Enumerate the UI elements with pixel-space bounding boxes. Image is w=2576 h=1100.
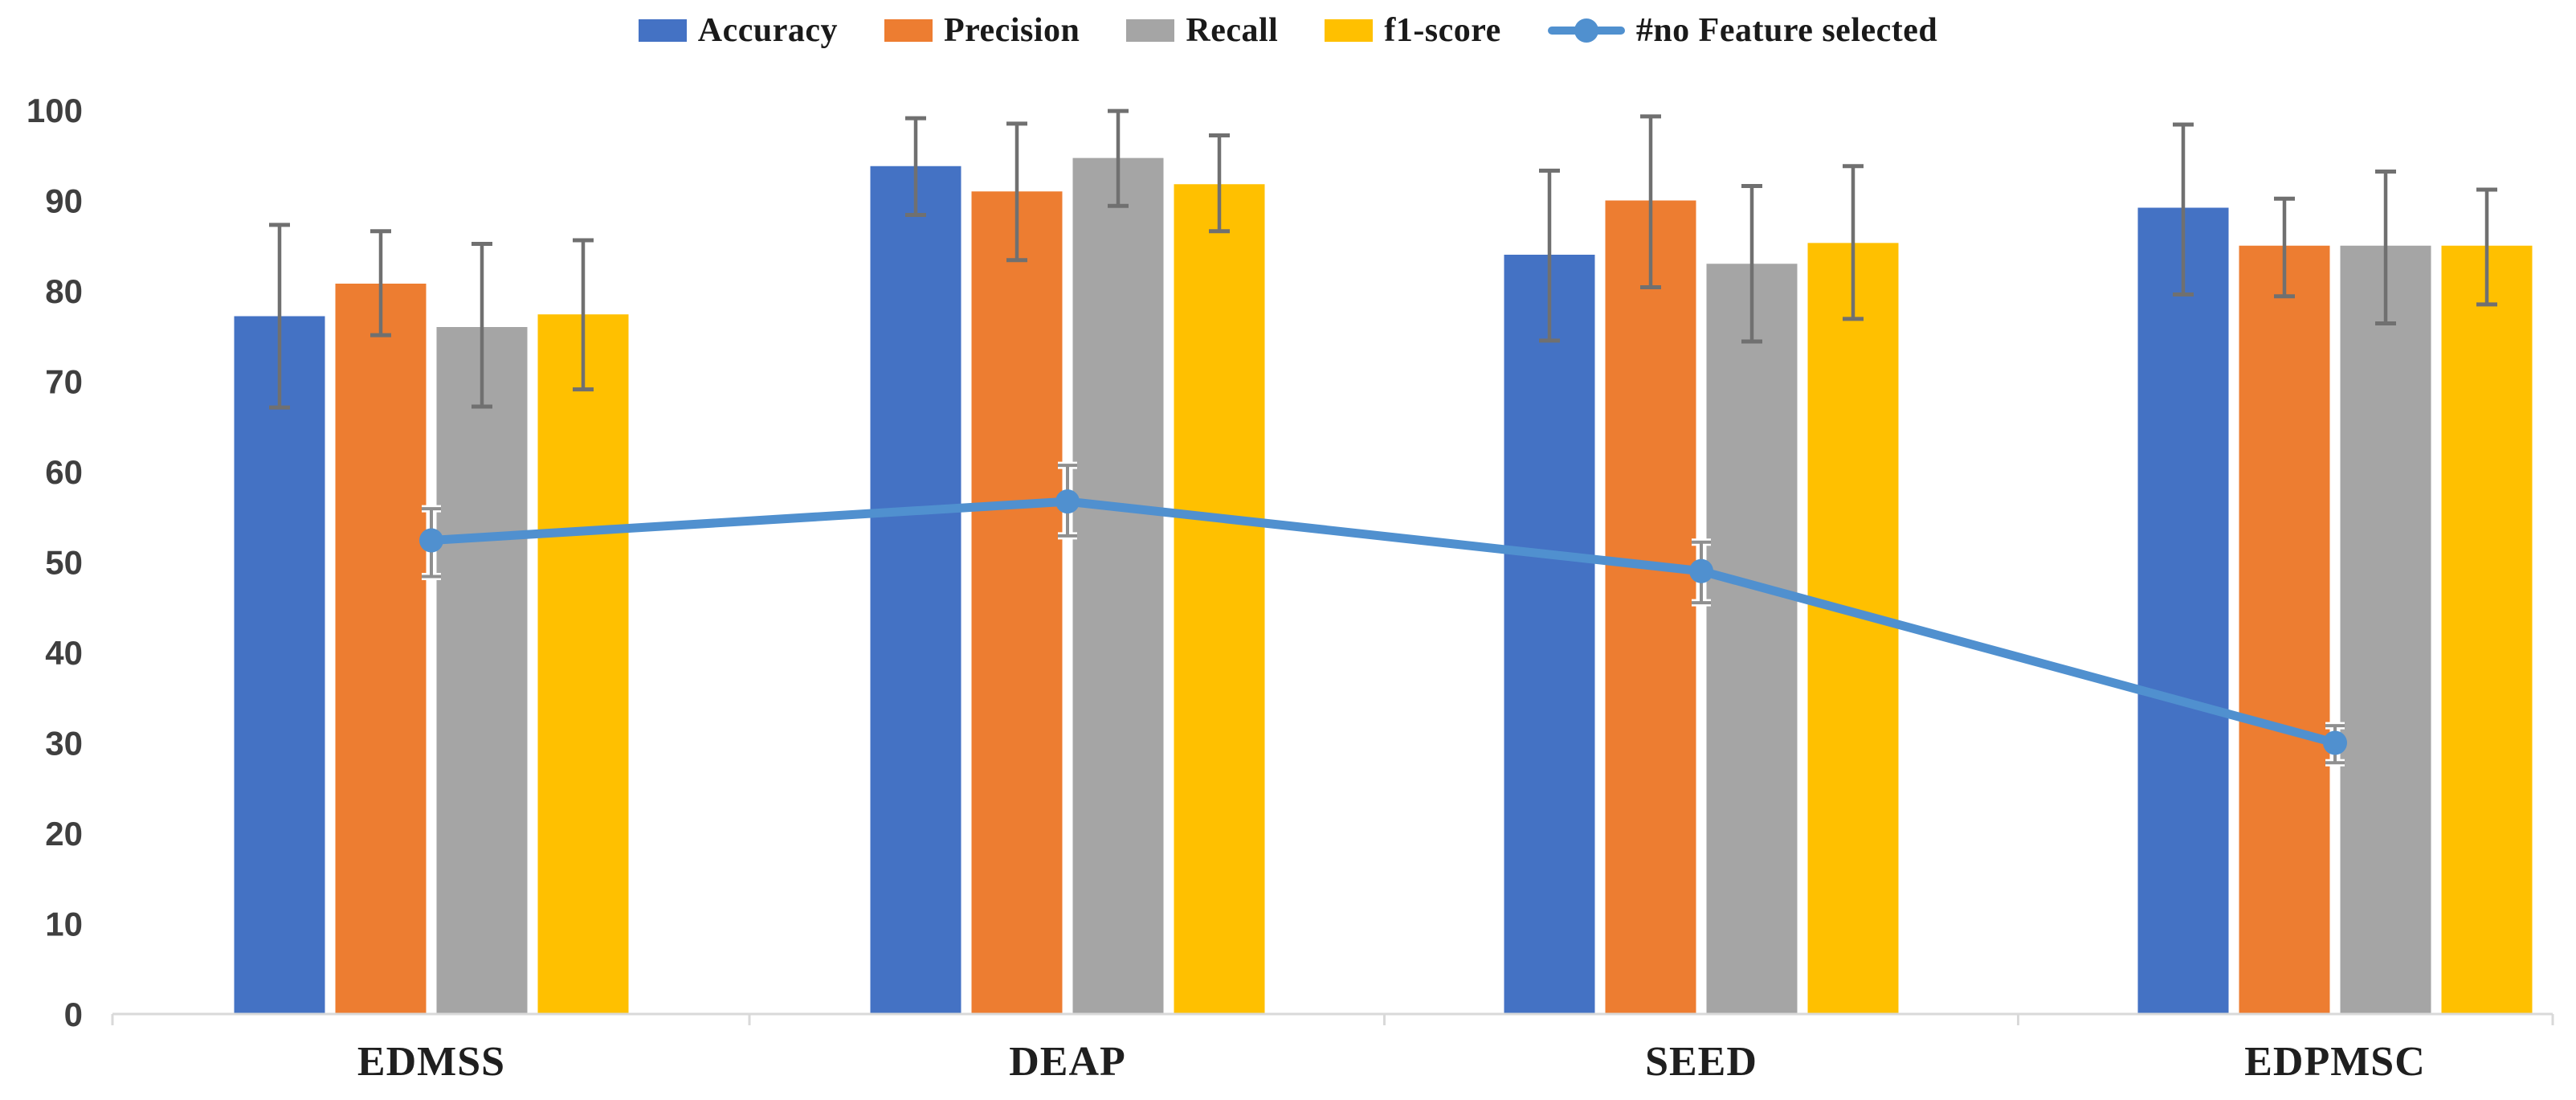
legend-label-no-feature-selected: #no Feature selected (1635, 12, 1938, 49)
x-tick-label-edmss: EDMSS (357, 1039, 505, 1085)
bar-precision-deap (971, 191, 1063, 1014)
recall-swatch-icon (1126, 19, 1175, 42)
line-no-feature-selected (427, 497, 2340, 747)
y-tick-label-0: 0 (64, 996, 83, 1033)
point-no-feature-selected-deap (1055, 489, 1080, 514)
bar-accuracy-deap (870, 166, 961, 1014)
bar-recall-deap (1072, 157, 1164, 1014)
f1-score-swatch-icon (1325, 19, 1374, 42)
x-tick-label-deap: DEAP (1009, 1039, 1126, 1085)
bar-recall-edpmsc (2340, 245, 2431, 1014)
y-tick-label-70: 70 (45, 363, 83, 401)
y-tick-label-10: 10 (45, 906, 83, 943)
bar-f1-score-edmss (537, 314, 629, 1014)
legend-line-dot-icon (1574, 18, 1598, 43)
legend-item-recall: Recall (1126, 11, 1278, 50)
y-tick-label-40: 40 (45, 634, 83, 672)
y-tick-label-100: 100 (27, 92, 83, 129)
legend-item-no-feature-selected: #no Feature selected (1547, 11, 1938, 50)
legend-item-f1-score: f1-score (1325, 11, 1500, 50)
bar-recall-edmss (436, 327, 528, 1014)
no-feature-selected-line-marker-icon (1547, 18, 1625, 43)
y-tick-label-60: 60 (45, 453, 83, 491)
bar-accuracy-edmss (234, 316, 325, 1014)
x-tick-label-edpmsc: EDPMSC (2244, 1039, 2426, 1085)
bar-accuracy-edpmsc (2137, 207, 2229, 1014)
legend-label-f1-score: f1-score (1384, 12, 1501, 49)
point-no-feature-selected-edpmsc (2323, 730, 2347, 755)
bar-recall-seed (1706, 264, 1798, 1014)
y-tick-label-50: 50 (45, 544, 83, 582)
bar-f1-score-deap (1174, 184, 1265, 1014)
legend-label-precision: Precision (944, 12, 1080, 49)
bar-accuracy-seed (1504, 255, 1595, 1014)
legend-item-precision: Precision (884, 11, 1080, 50)
bar-precision-seed (1605, 200, 1696, 1014)
accuracy-swatch-icon (638, 19, 687, 42)
point-no-feature-selected-seed (1689, 558, 1713, 583)
precision-swatch-icon (884, 19, 933, 42)
y-tick-label-80: 80 (45, 272, 83, 310)
bar-precision-edmss (335, 284, 427, 1014)
chart-legend: Accuracy Precision Recall f1-score #no Featu… (0, 5, 2576, 56)
y-tick-label-30: 30 (45, 725, 83, 763)
bar-f1-score-edpmsc (2441, 245, 2533, 1014)
bar-f1-score-seed (1807, 243, 1899, 1014)
y-tick-label-20: 20 (45, 815, 83, 853)
bar-precision-edpmsc (2239, 245, 2330, 1014)
y-tick-label-90: 90 (45, 182, 83, 220)
legend-label-accuracy: Accuracy (697, 12, 838, 49)
legend-item-accuracy: Accuracy (638, 11, 838, 50)
x-tick-label-seed: SEED (1645, 1039, 1757, 1085)
point-no-feature-selected-edmss (419, 528, 443, 553)
legend-label-recall: Recall (1186, 12, 1279, 49)
